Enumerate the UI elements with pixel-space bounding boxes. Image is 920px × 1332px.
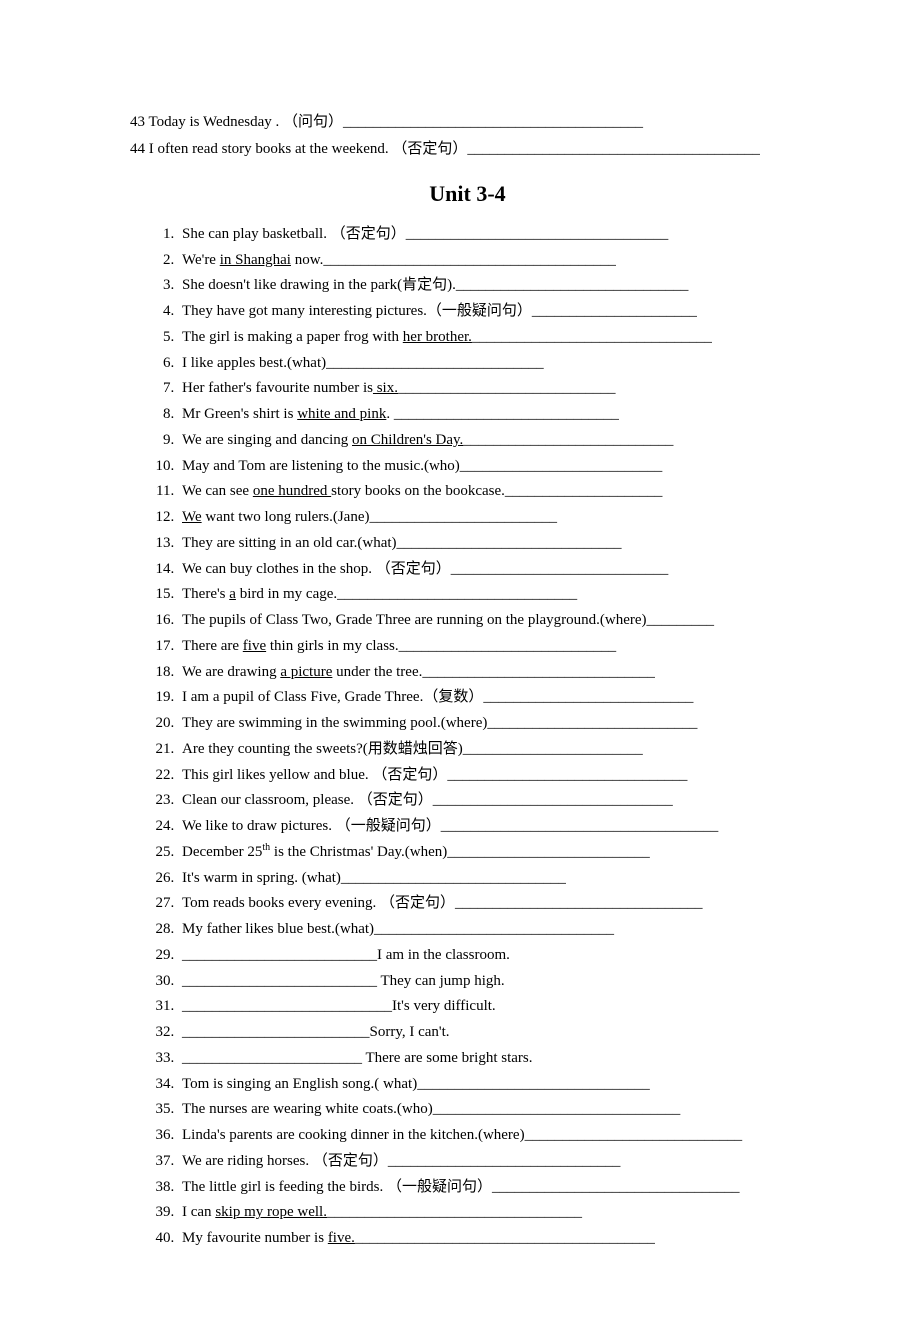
text-pre: Her father's favourite number is [182,380,373,396]
list-item: We are drawing a picture under the tree.… [178,660,805,685]
underlined-text: on Children's Day. [352,432,463,448]
text-post: now.____________________________________… [291,252,616,268]
text-post: bird in my cage.________________________… [236,586,577,602]
text-post: story books on the bookcase.____________… [331,483,662,499]
intro-line-44: 44 I often read story books at the weeke… [130,137,805,162]
underlined-text: white and pink [297,406,386,422]
text-pre: We are drawing [182,664,280,680]
list-item: Are they counting the sweets?(用数蜡烛回答)___… [178,737,805,762]
exercise-list: She can play basketball. （否定句）__________… [130,222,805,1251]
list-item: ____________________________It's very di… [178,994,805,1019]
list-item: There's a bird in my cage.______________… [178,582,805,607]
underlined-text: We [182,509,202,525]
text-post: . ______________________________ [386,406,619,422]
list-item: We are riding horses. （否定句）_____________… [178,1149,805,1174]
underlined-text: one hundred [253,483,331,499]
text-post: ________________________________ [472,329,712,345]
list-item: Clean our classroom, please. （否定句）______… [178,788,805,813]
text-pre: My favourite number is [182,1230,328,1246]
underlined-text: six. [373,380,398,396]
list-item: We are singing and dancing on Children's… [178,428,805,453]
text-pre: I can [182,1204,215,1220]
text-post: _____________________________ [398,380,616,396]
list-item: This girl likes yellow and blue. （否定句）__… [178,763,805,788]
list-item: My favourite number is five.____________… [178,1226,805,1251]
list-item: Tom is singing an English song.( what)__… [178,1072,805,1097]
underlined-text: a picture [280,664,332,680]
underlined-text: skip my rope well. [215,1204,327,1220]
list-item: I am a pupil of Class Five, Grade Three.… [178,685,805,710]
text-pre: There's [182,586,229,602]
underlined-text: a [229,586,236,602]
underlined-text: her brother. [403,329,472,345]
list-item: She can play basketball. （否定句）__________… [178,222,805,247]
page: 43 Today is Wednesday . （问句）____________… [0,0,920,1332]
list-item: We like to draw pictures. （一般疑问句）_______… [178,814,805,839]
list-item: May and Tom are listening to the music.(… [178,454,805,479]
list-item: Mr Green's shirt is white and pink. ____… [178,402,805,427]
underlined-text: in Shanghai [220,252,291,268]
list-item: I can skip my rope well.________________… [178,1200,805,1225]
list-item: _________________________Sorry, I can't. [178,1020,805,1045]
list-item: __________________________I am in the cl… [178,943,805,968]
list-item: Her father's favourite number is six.___… [178,376,805,401]
text-pre: We can see [182,483,253,499]
text-post: ____________________________ [463,432,673,448]
list-item: They are swimming in the swimming pool.(… [178,711,805,736]
list-item: The girl is making a paper frog with her… [178,325,805,350]
list-item: My father likes blue best.(what)________… [178,917,805,942]
list-item: They have got many interesting pictures.… [178,299,805,324]
list-item: December 25th is the Christmas' Day.(whe… [178,840,805,865]
text-post: want two long rulers.(Jane)_____________… [202,509,557,525]
text-post: is the Christmas' Day.(when)____________… [270,844,650,860]
intro-line-43: 43 Today is Wednesday . （问句）____________… [130,110,805,135]
text-pre: We're [182,252,220,268]
list-item: The nurses are wearing white coats.(who)… [178,1097,805,1122]
list-item: We want two long rulers.(Jane)__________… [178,505,805,530]
list-item: There are five thin girls in my class.__… [178,634,805,659]
text-pre: Mr Green's shirt is [182,406,297,422]
list-item: The little girl is feeding the birds. （一… [178,1175,805,1200]
section-title: Unit 3-4 [130,176,805,212]
list-item: We can see one hundred story books on th… [178,479,805,504]
list-item: She doesn't like drawing in the park(肯定句… [178,273,805,298]
list-item: We're in Shanghai now.__________________… [178,248,805,273]
underlined-text: five [243,638,266,654]
list-item: Linda's parents are cooking dinner in th… [178,1123,805,1148]
text-post: __________________________________ [327,1204,582,1220]
text-pre: December 25 [182,844,262,860]
list-item: We can buy clothes in the shop. （否定句）___… [178,557,805,582]
text-pre: There are [182,638,243,654]
list-item: It's warm in spring. (what)_____________… [178,866,805,891]
text-pre: The girl is making a paper frog with [182,329,403,345]
underlined-text: five. [328,1230,355,1246]
text-post: under the tree._________________________… [332,664,654,680]
list-item: Tom reads books every evening. （否定句）____… [178,891,805,916]
list-item: I like apples best.(what)_______________… [178,351,805,376]
text-post: ________________________________________ [355,1230,655,1246]
superscript: th [262,842,270,853]
list-item: __________________________ They can jump… [178,969,805,994]
list-item: ________________________ There are some … [178,1046,805,1071]
text-pre: We are singing and dancing [182,432,352,448]
list-item: The pupils of Class Two, Grade Three are… [178,608,805,633]
list-item: They are sitting in an old car.(what)___… [178,531,805,556]
text-post: thin girls in my class._________________… [266,638,616,654]
